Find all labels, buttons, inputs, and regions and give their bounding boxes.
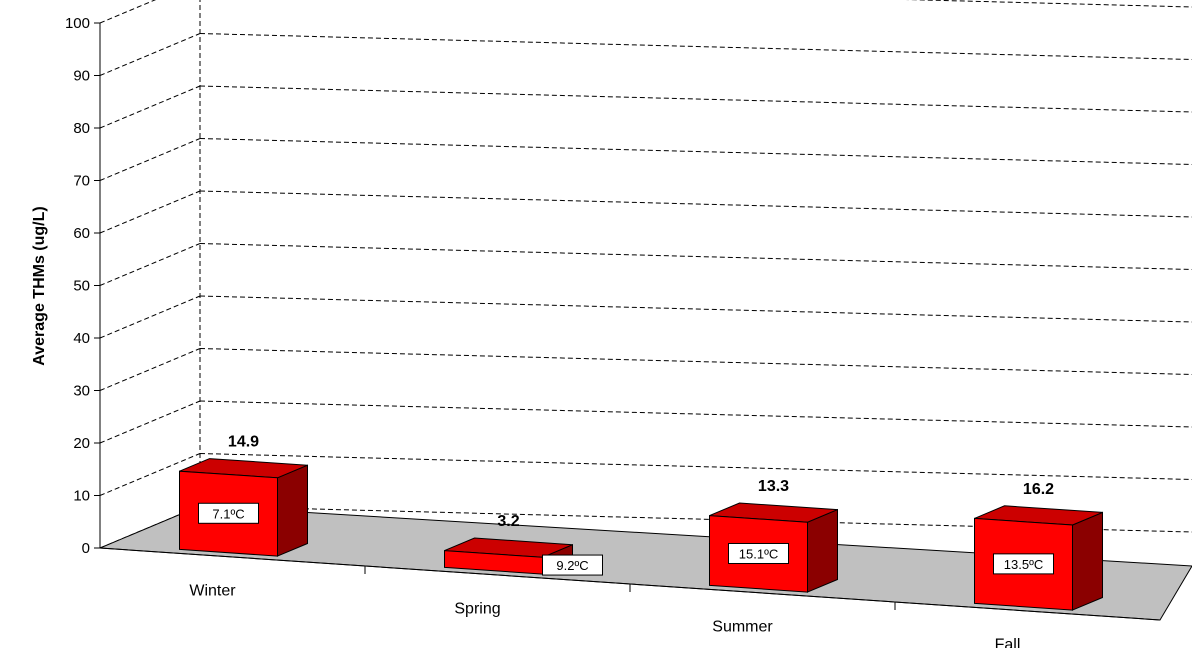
y-tick-label: 100 bbox=[65, 15, 90, 32]
gridline-back bbox=[199, 190, 1192, 218]
y-tick-label: 0 bbox=[82, 540, 90, 557]
gridline-back bbox=[199, 138, 1192, 165]
gridline-back bbox=[199, 400, 1192, 428]
value-label: 13.3 bbox=[758, 478, 789, 495]
gridline-side bbox=[99, 190, 201, 234]
value-label: 3.2 bbox=[497, 513, 519, 530]
gridlines bbox=[99, 0, 1192, 549]
gridline-side bbox=[99, 453, 201, 496]
value-label: 16.2 bbox=[1023, 481, 1054, 498]
x-axis: Winter Spring Summer Fall bbox=[99, 547, 1161, 648]
gridline-back bbox=[199, 33, 1192, 60]
bar-side bbox=[277, 464, 308, 557]
bar-summer bbox=[709, 502, 838, 593]
gridline-back bbox=[905, 0, 1192, 8]
bar-winter bbox=[179, 458, 308, 557]
temperature-label: 7.1ºC bbox=[212, 506, 244, 521]
temperature-box bbox=[728, 542, 789, 564]
y-tick-label: 40 bbox=[73, 330, 90, 347]
bar-fall bbox=[974, 505, 1103, 611]
y-tick-label: 70 bbox=[73, 173, 90, 190]
temperature-label: 13.5ºC bbox=[1004, 557, 1043, 572]
category-label: Spring bbox=[454, 601, 500, 618]
gridline-side bbox=[99, 85, 201, 129]
y-tick-label: 30 bbox=[73, 383, 90, 400]
y-tick-label: 50 bbox=[73, 278, 90, 295]
temperature-box bbox=[198, 502, 259, 524]
gridline-side bbox=[99, 138, 201, 181]
y-tick-label: 60 bbox=[73, 225, 90, 242]
y-tick-label: 80 bbox=[73, 120, 90, 137]
category-label: Winter bbox=[189, 583, 236, 600]
gridline-back bbox=[199, 295, 1192, 323]
y-axis: 0 10 20 30 40 50 60 70 80 90 100 bbox=[65, 15, 101, 557]
value-label: 14.9 bbox=[228, 434, 259, 451]
gridline-back bbox=[199, 453, 1192, 480]
gridline-back bbox=[199, 85, 1192, 113]
temperature-box bbox=[542, 554, 603, 576]
gridline-side bbox=[99, 348, 201, 391]
data-labels: 14.9 7.1ºC 3.2 9.2ºC 13.3 15.1ºC 16.2 13.5ºC bbox=[198, 434, 1054, 576]
bar-side bbox=[1072, 511, 1103, 611]
y-axis-title: Average THMs (ug/L) bbox=[31, 206, 48, 365]
bars bbox=[179, 458, 1103, 611]
temperature-box bbox=[993, 553, 1054, 575]
gridline-back bbox=[199, 348, 1192, 375]
y-tick-label: 90 bbox=[73, 68, 90, 85]
category-label: Fall bbox=[995, 637, 1021, 648]
category-label: Summer bbox=[712, 619, 773, 636]
y-tick-label: 20 bbox=[73, 435, 90, 452]
gridline-back bbox=[199, 243, 1192, 270]
temperature-label: 9.2ºC bbox=[556, 558, 588, 573]
bar-side bbox=[807, 508, 838, 593]
gridline-side bbox=[99, 400, 201, 444]
gridline-side bbox=[99, 295, 201, 339]
temperature-label: 15.1ºC bbox=[739, 546, 778, 561]
gridline-side bbox=[99, 0, 157, 24]
y-tick-label: 10 bbox=[73, 488, 90, 505]
gridline-side bbox=[99, 33, 201, 76]
gridline-side bbox=[99, 243, 201, 286]
